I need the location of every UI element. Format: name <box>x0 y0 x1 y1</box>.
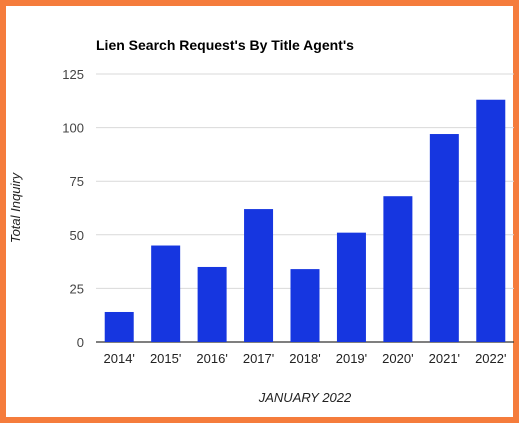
bar <box>383 196 413 342</box>
bar <box>290 269 320 342</box>
y-tick-label: 100 <box>62 121 84 136</box>
y-tick-label: 125 <box>62 67 84 82</box>
y-axis-ticks: 0 25 50 75 100 125 <box>62 67 84 350</box>
y-axis-label: Total Inquiry <box>8 171 23 243</box>
y-tick-label: 25 <box>70 281 84 296</box>
bar <box>244 209 274 342</box>
bars <box>104 99 506 342</box>
x-tick-label: 2020' <box>382 351 413 366</box>
bar <box>476 99 506 342</box>
bar <box>104 311 134 342</box>
bar <box>429 134 459 342</box>
x-tick-label: 2015' <box>150 351 181 366</box>
chart-title: Lien Search Request's By Title Agent's <box>96 37 354 53</box>
bar <box>151 245 181 342</box>
x-tick-label: 2018' <box>289 351 320 366</box>
x-tick-label: 2017' <box>243 351 274 366</box>
x-axis-label: JANUARY 2022 <box>258 390 352 405</box>
bar <box>197 266 227 342</box>
y-tick-label: 0 <box>77 335 84 350</box>
y-tick-label: 75 <box>70 174 84 189</box>
x-tick-label: 2022' <box>475 351 506 366</box>
bar <box>336 232 366 342</box>
x-tick-label: 2016' <box>196 351 227 366</box>
x-tick-label: 2019' <box>336 351 367 366</box>
x-tick-label: 2014' <box>104 351 135 366</box>
x-tick-label: 2021' <box>429 351 460 366</box>
x-axis-ticks: 2014' 2015' 2016' 2017' 2018' 2019' 2020' 2021'… <box>104 351 507 366</box>
y-tick-label: 50 <box>70 228 84 243</box>
